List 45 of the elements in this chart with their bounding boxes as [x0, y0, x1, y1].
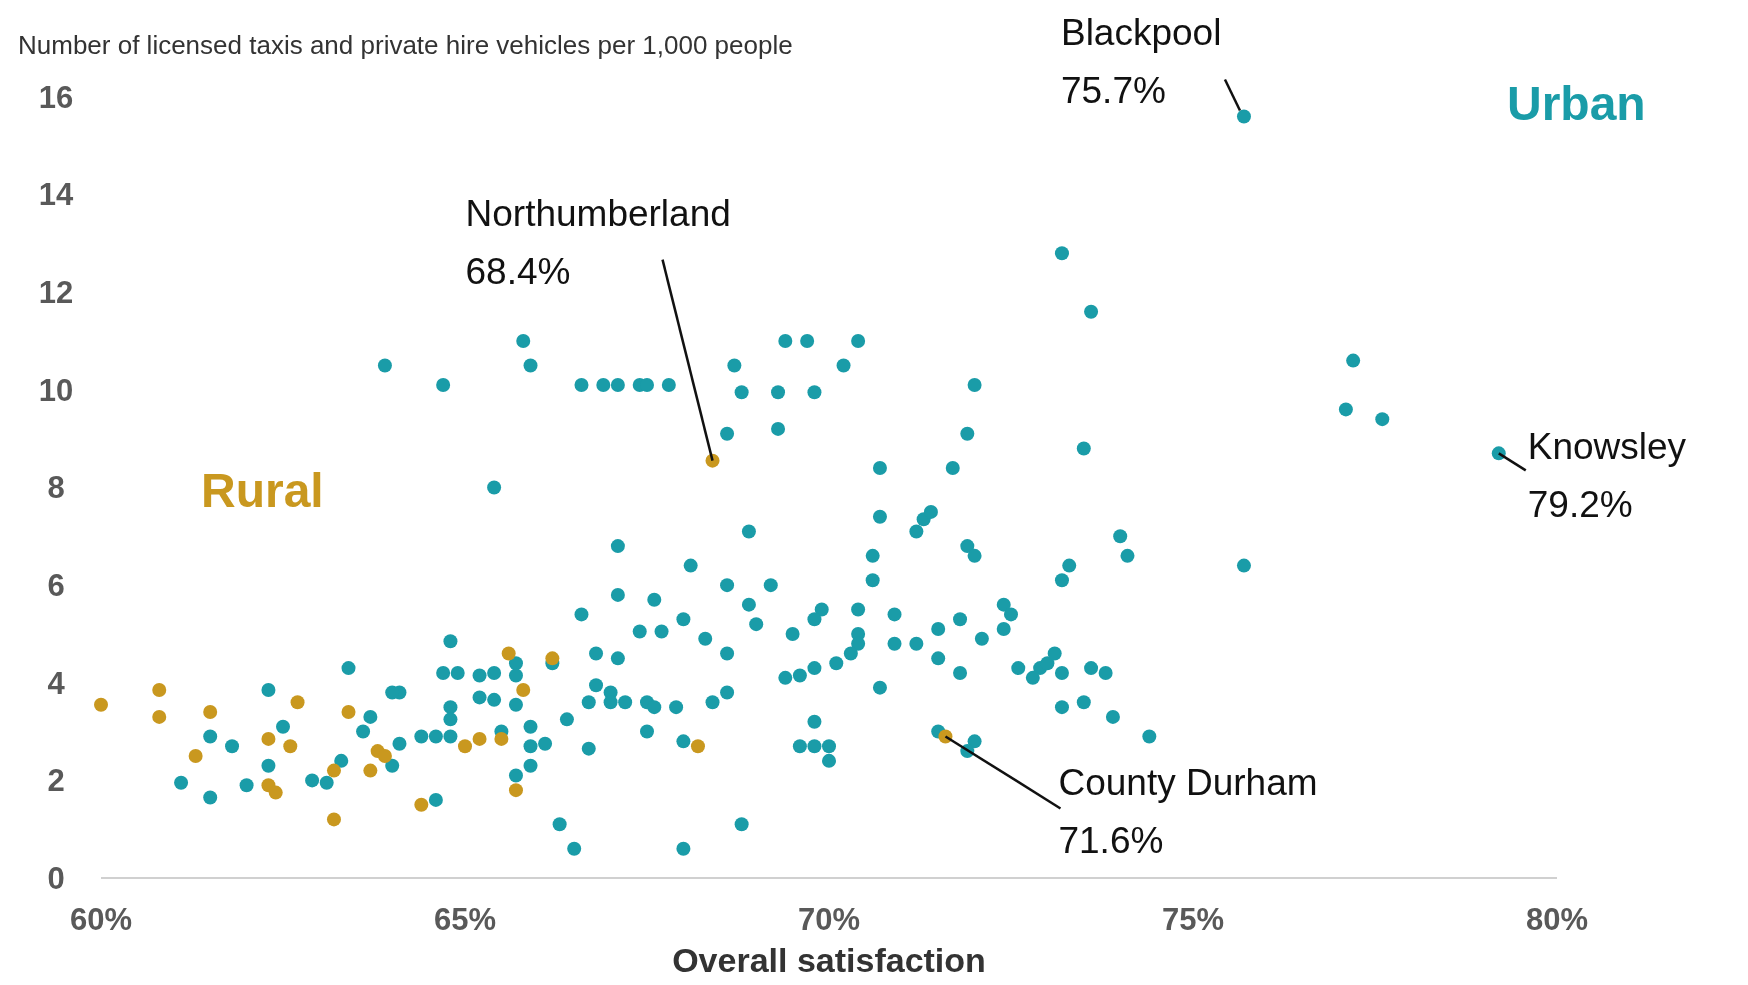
point	[690, 739, 705, 754]
x-axis-title: Overall satisfaction	[672, 941, 986, 979]
y-tick-label: 12	[38, 275, 74, 311]
x-tick-label: 80%	[1525, 902, 1589, 937]
y-tick-label: 6	[47, 567, 65, 603]
point	[508, 783, 523, 798]
point	[188, 748, 203, 763]
y-tick-label: 8	[47, 470, 65, 506]
point	[494, 731, 509, 746]
point	[326, 763, 341, 778]
x-tick-label: 70%	[797, 902, 861, 937]
x-tick-label: 65%	[433, 902, 497, 937]
point	[203, 705, 218, 720]
point	[152, 709, 167, 724]
y-axis-title: Number of licensed taxis and private hire vehicles per 1,000 people	[18, 30, 793, 60]
point	[458, 739, 472, 754]
y-tick-label: 14	[38, 177, 74, 213]
point	[472, 731, 487, 746]
text: Urban	[1507, 77, 1646, 130]
point	[516, 683, 531, 698]
y-tick-label: 2	[47, 763, 65, 799]
point	[283, 739, 298, 754]
point	[501, 646, 516, 661]
annotation: Northumberland 68.4%	[465, 192, 731, 292]
y-tick-label: 16	[38, 79, 74, 115]
y-tick-label: 10	[38, 372, 74, 408]
point	[268, 785, 283, 800]
annotation: Blackpool 75.7%	[1060, 11, 1222, 111]
annotation: Knowsley 79.2%	[1527, 426, 1687, 526]
point	[261, 731, 276, 746]
point	[545, 651, 560, 666]
point	[363, 763, 378, 778]
text: Rural	[201, 464, 324, 517]
point	[152, 683, 167, 698]
x-tick-label: 60%	[69, 902, 133, 937]
point	[94, 697, 108, 712]
point	[326, 812, 341, 827]
point	[377, 748, 392, 763]
x-tick-label: 75%	[1161, 902, 1225, 937]
annotation: County Durham 71.6%	[1058, 762, 1318, 862]
point	[290, 695, 305, 710]
point	[341, 705, 356, 720]
y-tick-label: 4	[47, 665, 66, 701]
point	[414, 797, 429, 812]
y-tick-label: 0	[47, 860, 65, 896]
